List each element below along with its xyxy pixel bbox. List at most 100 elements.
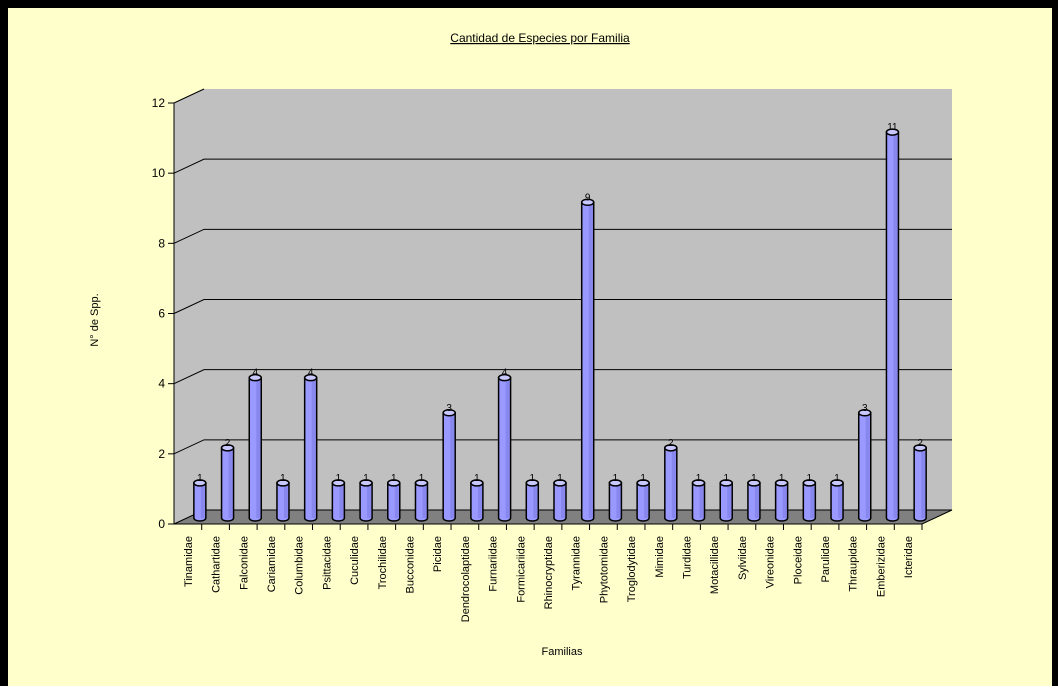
bar: 3 xyxy=(442,403,456,522)
bar-top xyxy=(220,444,235,452)
x-tick-label: Ploceidae xyxy=(792,536,804,584)
plot-wall xyxy=(174,89,952,524)
bar-shade xyxy=(200,482,205,518)
x-tick-label: Rhinocryptidae xyxy=(543,536,555,609)
bar-body xyxy=(913,447,927,522)
bar: 1 xyxy=(553,473,567,522)
bar-value-label: 1 xyxy=(197,473,203,484)
x-tick-label: Formicariidae xyxy=(515,536,527,603)
bar-body xyxy=(857,412,872,522)
bar-body xyxy=(276,482,290,522)
y-tick-label: 2 xyxy=(158,447,165,461)
bar-value-label: 1 xyxy=(530,473,536,484)
bar-top xyxy=(664,444,678,452)
bar-value-label: 1 xyxy=(419,473,425,484)
bar-top xyxy=(885,128,900,136)
bar-value-label: 1 xyxy=(474,473,480,484)
bar-top xyxy=(497,373,512,382)
bar-body xyxy=(248,376,263,522)
bar: 2 xyxy=(913,438,927,522)
bar-body xyxy=(442,412,456,522)
bar-value-label: 1 xyxy=(391,473,397,484)
x-tick-label: Vireonidae xyxy=(765,536,777,588)
bar: 2 xyxy=(664,438,678,522)
bar-value-label: 1 xyxy=(613,473,619,484)
bar: 1 xyxy=(193,473,207,522)
bar-shade xyxy=(671,447,676,518)
bar-body xyxy=(774,482,789,522)
bar-top xyxy=(691,479,706,487)
x-tick-label: Cathartidae xyxy=(211,536,223,593)
bar: 1 xyxy=(525,473,540,522)
bar-shade xyxy=(588,202,593,518)
grid-line xyxy=(173,369,952,385)
bar: 1 xyxy=(470,473,484,522)
bar-body xyxy=(470,482,484,522)
bar-shade xyxy=(561,482,565,518)
bar-body xyxy=(830,482,844,522)
y-tick-label: 6 xyxy=(158,307,165,321)
bar-shade xyxy=(810,482,815,518)
bar-top xyxy=(719,479,733,487)
bar-top xyxy=(276,479,290,487)
chart-title: Cantidad de Especies por Familia xyxy=(450,31,630,45)
bar-shade xyxy=(727,482,732,518)
bar-body xyxy=(220,447,235,522)
bar-top xyxy=(774,479,789,487)
bar: 1 xyxy=(802,473,817,522)
bar-value-label: 1 xyxy=(640,473,646,484)
bar: 1 xyxy=(774,473,789,522)
bar-value-label: 1 xyxy=(363,473,369,484)
grid-line xyxy=(173,158,952,174)
bar-value-label: 1 xyxy=(723,473,729,484)
bar-shade xyxy=(533,482,538,518)
x-tick-label: Falconidae xyxy=(238,536,250,590)
bar-value-label: 1 xyxy=(336,473,342,484)
bar-body xyxy=(885,131,900,522)
bar-body xyxy=(747,482,761,522)
bar-value-label: 9 xyxy=(585,192,591,203)
chart-area: 0 2 4 6 8 10 12 1 2 4 1 4 1 1 1 1 3 1 4 1 1 9 1 1 2 1 1 1 1 1 1 3 11 2 T… xyxy=(6,6,1052,686)
x-tick-label: Thraupidae xyxy=(848,536,860,592)
bar: 1 xyxy=(830,473,844,522)
bar-body xyxy=(664,447,678,522)
bar-shade xyxy=(699,482,704,518)
bar-top xyxy=(636,479,650,487)
bar: 1 xyxy=(747,473,761,522)
x-axis: Tinamidae Cathartidae Falconidae Cariamidae… xyxy=(174,523,923,622)
bar-top xyxy=(525,479,540,487)
y-tick-label: 10 xyxy=(152,166,166,180)
bar-value-label: 1 xyxy=(834,473,840,484)
x-tick-label: Dendrocolaptidae xyxy=(460,536,472,622)
bar-shade xyxy=(422,482,427,518)
bar-shade xyxy=(616,482,621,518)
bar-body xyxy=(802,482,817,522)
bar-value-label: 2 xyxy=(668,438,674,449)
grid-lines xyxy=(173,158,952,455)
x-axis-label: Familias xyxy=(542,646,583,658)
x-tick-label: Mimidae xyxy=(654,536,666,578)
bar: 9 xyxy=(580,192,595,522)
bar-shade xyxy=(228,447,233,518)
bar-top xyxy=(580,198,595,206)
bar-value-label: 1 xyxy=(557,473,563,484)
bar-top xyxy=(802,479,817,487)
x-tick-label: Emberizidae xyxy=(875,536,887,597)
bar-shade xyxy=(782,482,787,518)
x-tick-label: Picidae xyxy=(432,536,444,572)
bar-value-label: 4 xyxy=(252,368,258,379)
bar-body xyxy=(580,201,595,522)
bar-top xyxy=(442,409,456,417)
y-axis-depth-line xyxy=(173,88,205,104)
grid-line xyxy=(173,228,952,244)
bar-value-label: 1 xyxy=(280,473,286,484)
bar-shade xyxy=(394,482,399,518)
bar-top xyxy=(553,479,567,487)
bar: 4 xyxy=(497,368,512,522)
bar-body xyxy=(303,376,318,522)
grid-line xyxy=(173,299,952,314)
bar-body xyxy=(193,482,207,522)
bar-shade xyxy=(921,447,926,518)
bar-body xyxy=(359,482,373,522)
